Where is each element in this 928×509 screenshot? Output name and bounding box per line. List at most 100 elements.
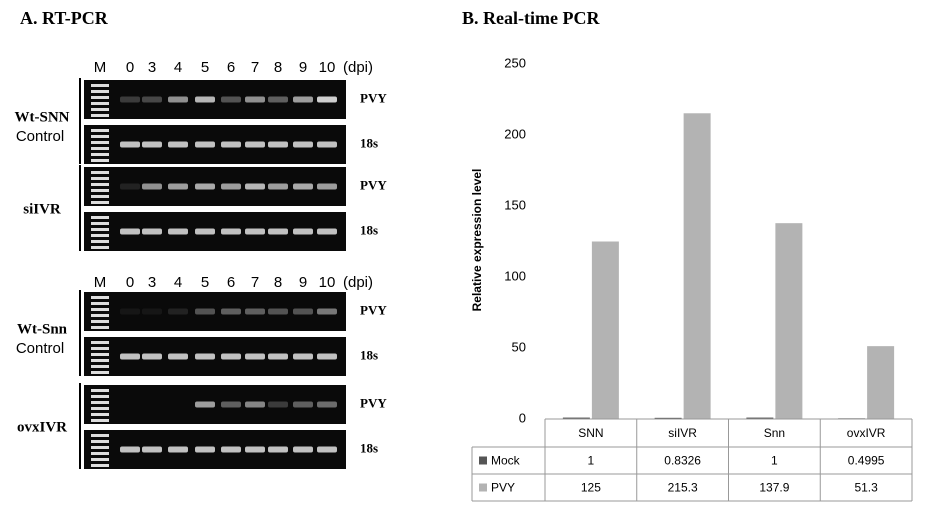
band [268,308,288,315]
lane-label: M [94,59,107,76]
band [245,228,265,235]
marker-band [91,183,109,186]
band-label: PVY [360,302,387,317]
band [168,141,188,148]
marker-band [91,96,109,99]
band-label: 18s [360,347,378,362]
band [317,96,337,103]
band [120,96,140,103]
table-value: 215.3 [668,481,698,495]
marker-band [91,320,109,323]
x-tick-label: siIVR [668,426,697,440]
marker-band [91,129,109,132]
band [120,228,140,235]
band [317,353,337,360]
marker-band [91,171,109,174]
band [221,96,241,103]
marker-band [91,216,109,219]
band [317,183,337,190]
lane-label: 8 [274,274,282,291]
band [268,183,288,190]
marker-band [91,240,109,243]
lane-label: 9 [299,59,307,76]
marker-band [91,189,109,192]
marker-band [91,440,109,443]
lane-label: 0 [126,274,134,291]
marker-band [91,177,109,180]
band [245,353,265,360]
band [221,141,241,148]
legend-label: PVY [491,481,515,495]
legend-swatch [479,483,487,492]
group-label: Wt-Snn [17,321,68,337]
band [142,141,162,148]
band [168,96,188,103]
marker-band [91,371,109,374]
band [221,308,241,315]
marker-band [91,84,109,87]
marker-band [91,141,109,144]
table-value: 125 [581,481,601,495]
marker-band [91,308,109,311]
band [268,353,288,360]
band [120,308,140,315]
marker-band [91,446,109,449]
marker-band [91,419,109,422]
band [195,141,215,148]
band [293,446,313,453]
band [195,183,215,190]
band [195,308,215,315]
band [293,96,313,103]
group-label: Wt-SNN [15,109,70,125]
band-label: PVY [360,177,387,192]
y-tick-label: 250 [504,55,526,70]
lane-label: 3 [148,274,156,291]
band [195,401,215,408]
band-label: PVY [360,395,387,410]
band [168,228,188,235]
bar [746,417,774,419]
marker-band [91,401,109,404]
bar [591,241,619,419]
band [120,353,140,360]
group-sublabel: Control [16,340,64,357]
marker-band [91,90,109,93]
y-tick-label: 200 [504,126,526,141]
band [120,446,140,453]
group-label: ovxIVR [17,419,67,435]
x-tick-label: Snn [764,426,785,440]
band [317,228,337,235]
band [317,141,337,148]
band [195,228,215,235]
band [142,446,162,453]
band [195,446,215,453]
table-value: 51.3 [854,481,878,495]
gel-strip [84,292,346,331]
band [168,353,188,360]
band [293,183,313,190]
lane-label: 4 [174,274,182,291]
band [142,228,162,235]
band [268,96,288,103]
band [245,96,265,103]
legend-swatch [479,456,487,465]
band [293,401,313,408]
table-value: 0.4995 [848,454,885,468]
x-tick-label: SNN [578,426,603,440]
chart: Relative expression level 0 50 100 150 200 250… [470,55,913,502]
band [142,353,162,360]
bar [683,113,711,420]
marker-band [91,464,109,467]
marker-band [91,353,109,356]
band [168,308,188,315]
group-label: siIVR [23,201,61,217]
y-tick-label: 100 [504,268,526,283]
marker-band [91,314,109,317]
band [245,183,265,190]
band [142,96,162,103]
marker-band [91,114,109,117]
y-tick-label: 0 [519,410,526,425]
marker-band [91,102,109,105]
lane-label: 8 [274,59,282,76]
band [317,308,337,315]
